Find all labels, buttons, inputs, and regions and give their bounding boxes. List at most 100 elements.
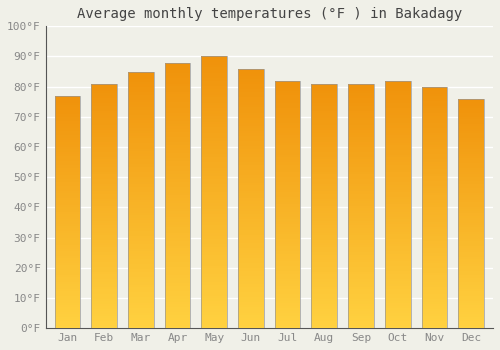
Bar	[202, 73, 227, 76]
Bar	[275, 294, 300, 296]
Bar	[238, 180, 264, 183]
Bar	[128, 244, 154, 246]
Bar	[422, 292, 447, 294]
Bar	[238, 146, 264, 149]
Bar	[385, 184, 410, 187]
Bar	[238, 94, 264, 97]
Bar	[238, 214, 264, 217]
Bar	[54, 110, 80, 112]
Bar	[275, 83, 300, 85]
Bar	[54, 135, 80, 138]
Bar	[54, 242, 80, 245]
Bar	[92, 309, 117, 311]
Bar	[128, 131, 154, 133]
Bar	[348, 235, 374, 238]
Bar	[165, 227, 190, 230]
Bar	[312, 125, 337, 128]
Bar	[312, 198, 337, 201]
Bar	[238, 310, 264, 313]
Bar	[458, 149, 484, 152]
Bar	[165, 113, 190, 116]
Bar	[422, 169, 447, 171]
Bar	[312, 194, 337, 196]
Bar	[458, 135, 484, 138]
Bar	[385, 222, 410, 224]
Bar	[312, 140, 337, 142]
Bar	[92, 299, 117, 301]
Bar	[165, 323, 190, 326]
Bar	[202, 209, 227, 211]
Bar	[312, 135, 337, 138]
Bar	[348, 152, 374, 155]
Bar	[238, 209, 264, 211]
Bar	[54, 168, 80, 170]
Bar	[385, 199, 410, 202]
Bar	[275, 209, 300, 212]
Bar	[92, 282, 117, 284]
Bar	[312, 196, 337, 198]
Bar	[348, 265, 374, 267]
Bar	[385, 125, 410, 128]
Bar	[202, 285, 227, 287]
Bar	[92, 208, 117, 211]
Bar	[128, 92, 154, 94]
Bar	[128, 277, 154, 279]
Bar	[312, 287, 337, 289]
Bar	[92, 294, 117, 296]
Bar	[422, 116, 447, 118]
Bar	[92, 272, 117, 274]
Bar	[275, 113, 300, 115]
Bar	[385, 135, 410, 138]
Bar	[348, 282, 374, 284]
Bar	[92, 314, 117, 316]
Bar	[422, 205, 447, 208]
Bar	[128, 285, 154, 287]
Bar	[238, 100, 264, 102]
Bar	[92, 150, 117, 152]
Bar	[165, 198, 190, 201]
Bar	[202, 84, 227, 86]
Bar	[128, 313, 154, 315]
Bar	[202, 198, 227, 201]
Bar	[312, 223, 337, 225]
Bar	[348, 172, 374, 174]
Bar	[238, 263, 264, 266]
Bar	[348, 289, 374, 292]
Bar	[275, 212, 300, 214]
Bar	[275, 197, 300, 199]
Bar	[422, 186, 447, 188]
Bar	[238, 164, 264, 167]
Bar	[92, 164, 117, 167]
Bar	[312, 169, 337, 172]
Bar	[202, 260, 227, 263]
Bar	[312, 123, 337, 125]
Bar	[202, 287, 227, 290]
Bar	[422, 299, 447, 302]
Bar	[128, 190, 154, 192]
Bar	[385, 239, 410, 241]
Bar	[385, 98, 410, 100]
Bar	[54, 224, 80, 226]
Bar	[128, 110, 154, 113]
Bar	[202, 230, 227, 233]
Bar	[165, 217, 190, 219]
Bar	[312, 228, 337, 230]
Bar	[128, 100, 154, 102]
Bar	[238, 284, 264, 287]
Bar	[54, 300, 80, 303]
Bar	[312, 160, 337, 162]
Bar	[385, 162, 410, 165]
Bar	[202, 222, 227, 225]
Bar	[275, 103, 300, 105]
Bar	[275, 182, 300, 184]
Bar	[458, 271, 484, 273]
Bar	[128, 125, 154, 128]
Bar	[92, 157, 117, 160]
Bar	[312, 157, 337, 160]
Bar	[348, 218, 374, 220]
Bar	[422, 316, 447, 318]
Bar	[128, 269, 154, 272]
Bar	[54, 187, 80, 189]
Bar	[165, 97, 190, 100]
Bar	[385, 160, 410, 162]
